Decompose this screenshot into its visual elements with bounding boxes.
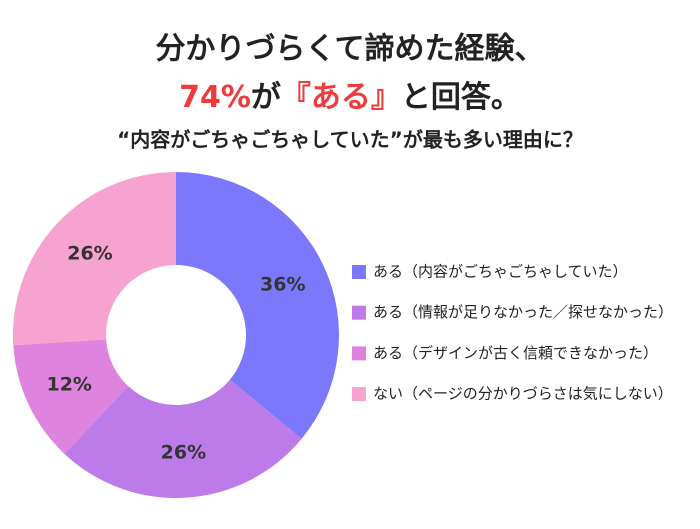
data-label: 26% bbox=[67, 243, 112, 265]
donut-slice bbox=[176, 172, 339, 439]
legend-swatch bbox=[352, 387, 366, 402]
data-label: 26% bbox=[161, 441, 206, 463]
legend-swatch bbox=[352, 265, 366, 279]
donut-slice bbox=[64, 379, 302, 498]
legend-label: ない（ページの分かりづらさは気にしない） bbox=[373, 385, 673, 403]
legend-label: ある（デザインが古く信頼できなかった） bbox=[373, 344, 658, 362]
donut-slice bbox=[12, 172, 176, 346]
legend-swatch bbox=[352, 305, 366, 320]
subtitle: “内容がごちゃごちゃしていた”が最も多い理由に？ bbox=[117, 128, 583, 152]
headline-part: と回答。 bbox=[401, 80, 521, 115]
donut-slice bbox=[13, 339, 129, 454]
legend-label: ある（情報が足りなかった／探せなかった） bbox=[373, 303, 673, 321]
headline: 74%が『ある』と回答。 bbox=[179, 80, 521, 115]
chart-title: 分かりづらくて諦めた経験、 bbox=[155, 32, 544, 67]
data-label: 36% bbox=[260, 273, 305, 295]
headline-part: が bbox=[251, 80, 281, 115]
legend-label: ある（内容がごちゃごちゃしていた） bbox=[373, 263, 628, 281]
data-label: 12% bbox=[46, 374, 91, 396]
legend-swatch bbox=[352, 346, 366, 361]
headline-part: 74% bbox=[179, 80, 251, 115]
headline-part: 『ある』 bbox=[281, 80, 401, 115]
